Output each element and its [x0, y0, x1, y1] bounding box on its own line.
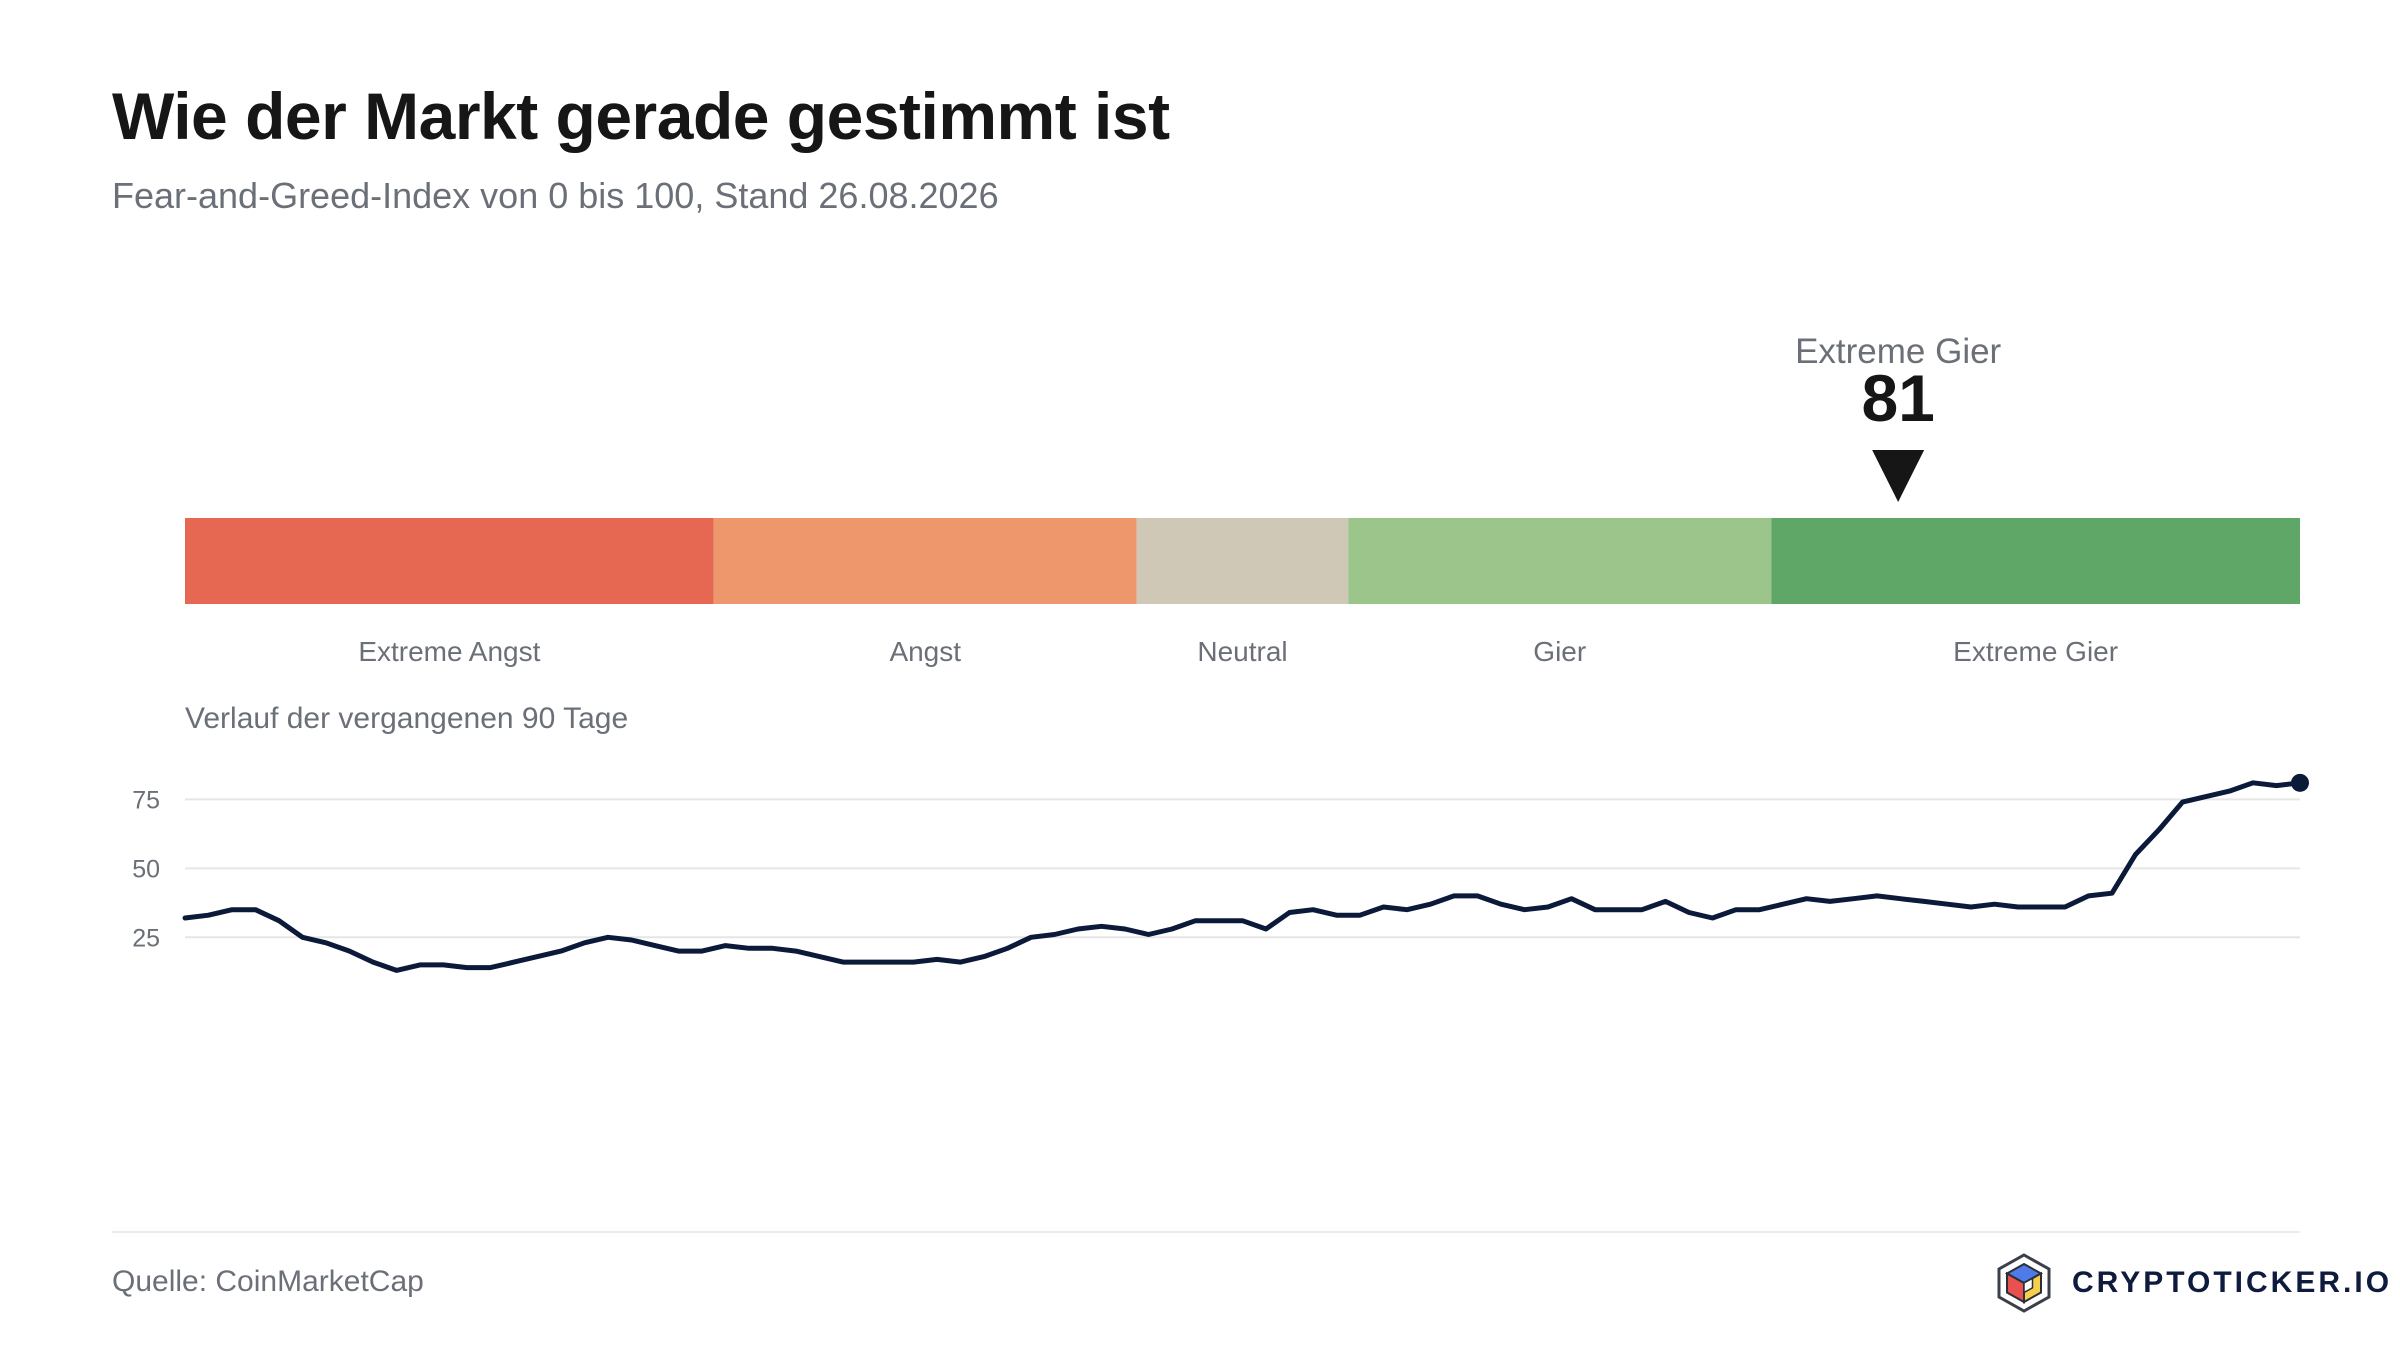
line-chart-title: Verlauf der vergangenen 90 Tage — [185, 702, 628, 735]
series-line — [182, 780, 2303, 973]
scale-band-label: Angst — [889, 636, 961, 667]
latest-value-dot — [2291, 773, 2309, 792]
scale-band-2 — [1136, 518, 1349, 604]
source-note: Quelle: CoinMarketCap — [112, 1265, 424, 1298]
y-tick-label: 50 — [132, 855, 160, 883]
scale-band-label: Gier — [1533, 636, 1586, 667]
current-value: 81 — [1861, 361, 1934, 435]
scale-band-3 — [1348, 518, 1772, 604]
scale-band-1 — [713, 518, 1137, 604]
scale-band-0 — [185, 518, 714, 604]
footer-divider — [112, 1231, 2300, 1233]
gauge-scale: Extreme Angst Angst Neutral Gier Extreme Gie… — [185, 332, 2300, 667]
scale-band-label: Extreme Angst — [358, 636, 540, 667]
scale-band-label: Extreme Gier — [1953, 636, 2118, 667]
brand-name: CRYPTOTICKER.IO — [2072, 1266, 2393, 1299]
current-category-label: Extreme Gier — [1795, 332, 2001, 371]
chart-title: Wie der Markt gerade gestimmt ist — [112, 79, 1170, 153]
cube-logo-icon — [1997, 1253, 2051, 1313]
scale-band-label: Neutral — [1197, 636, 1287, 667]
y-tick-label: 25 — [132, 924, 160, 952]
chart-subtitle: Fear-and-Greed-Index von 0 bis 100, Stan… — [112, 175, 999, 216]
y-tick-label: 75 — [132, 786, 160, 814]
history-line-chart: Verlauf der vergangenen 90 Tage 25 50 75 — [132, 702, 2309, 973]
down-triangle-icon — [1872, 450, 1925, 502]
scale-band-4 — [1771, 518, 2300, 604]
